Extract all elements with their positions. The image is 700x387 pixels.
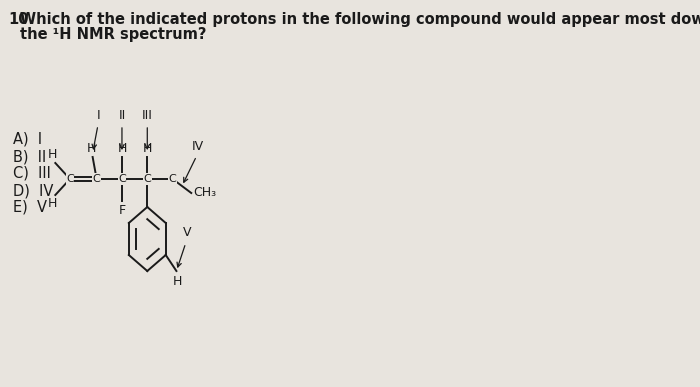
- Text: D)  IV: D) IV: [13, 183, 54, 198]
- Text: B)  II: B) II: [13, 149, 47, 164]
- Text: V: V: [183, 226, 191, 239]
- Text: H: H: [48, 197, 57, 210]
- Text: A)  I: A) I: [13, 132, 43, 147]
- Text: I: I: [97, 109, 100, 122]
- Text: Which of the indicated protons in the following compound would appear most downf: Which of the indicated protons in the fo…: [20, 12, 700, 27]
- Text: H: H: [118, 142, 127, 155]
- Text: H: H: [48, 148, 57, 161]
- Text: II: II: [118, 109, 125, 122]
- Text: 10.: 10.: [8, 12, 34, 27]
- Text: E)  V: E) V: [13, 200, 48, 215]
- Text: H: H: [143, 142, 152, 155]
- Text: C: C: [93, 174, 101, 184]
- Text: IV: IV: [192, 140, 204, 153]
- Text: C: C: [118, 174, 126, 184]
- Text: CH₃: CH₃: [193, 187, 216, 200]
- Text: H: H: [173, 275, 183, 288]
- Text: C: C: [169, 174, 176, 184]
- Text: III: III: [142, 109, 153, 122]
- Text: F: F: [118, 204, 125, 217]
- Text: C: C: [66, 174, 74, 184]
- Text: C)  III: C) III: [13, 166, 51, 181]
- Text: the ¹H NMR spectrum?: the ¹H NMR spectrum?: [20, 27, 206, 42]
- Text: C: C: [144, 174, 151, 184]
- Text: H: H: [87, 142, 96, 155]
